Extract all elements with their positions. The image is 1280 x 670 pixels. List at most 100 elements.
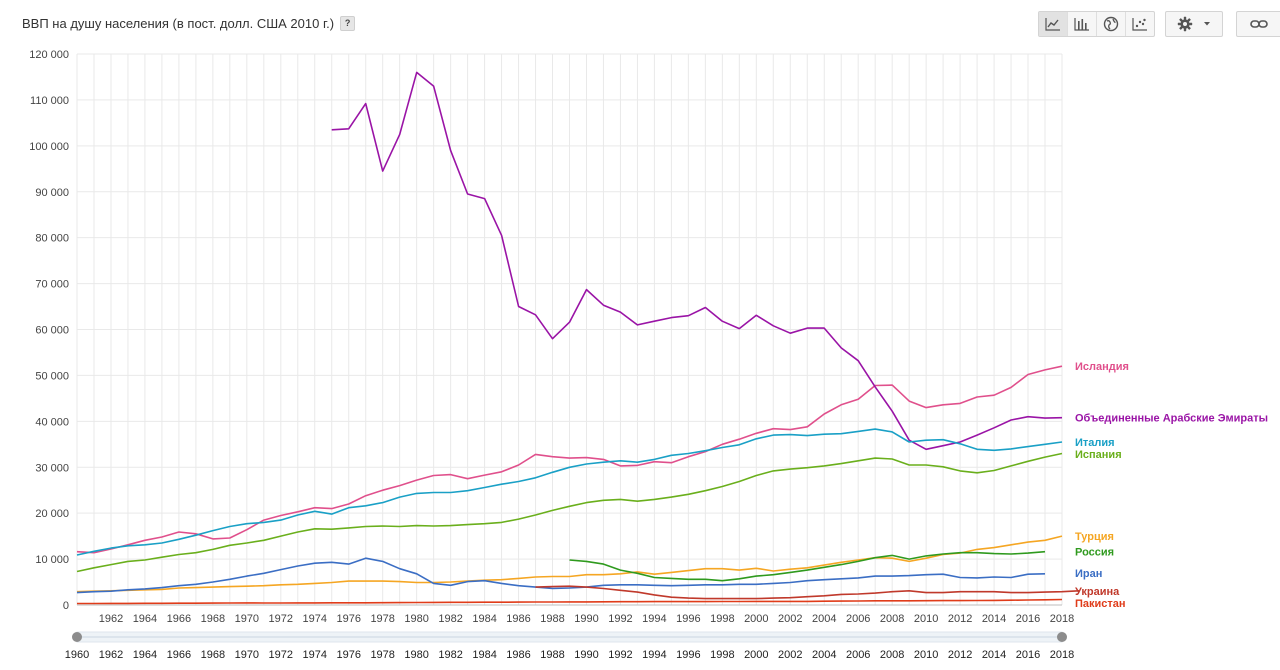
range-tick-label: 1980 [404, 649, 428, 661]
x-tick-label: 2006 [846, 613, 870, 625]
x-tick-label: 1964 [133, 613, 157, 625]
bar-chart-icon [1074, 18, 1089, 31]
range-tick-label: 1978 [370, 649, 394, 661]
y-tick-label: 60 000 [35, 325, 69, 337]
view-switcher [1038, 11, 1155, 37]
series-label[interactable]: Италия [1075, 437, 1115, 449]
title-row: ВВП на душу населения (в пост. долл. США… [22, 16, 356, 31]
series-label[interactable]: Исландия [1075, 361, 1129, 373]
y-tick-label: 90 000 [35, 187, 69, 199]
range-handle-start[interactable] [72, 632, 82, 642]
x-tick-label: 2002 [778, 613, 802, 625]
range-tick-label: 2018 [1050, 649, 1074, 661]
range-tick-label: 1982 [438, 649, 462, 661]
settings-button[interactable] [1165, 11, 1223, 37]
range-tick-label: 2012 [948, 649, 972, 661]
x-tick-label: 1984 [472, 613, 496, 625]
range-handle-end[interactable] [1057, 632, 1067, 642]
line-chart-view-button[interactable] [1039, 12, 1068, 36]
x-tick-label: 1966 [167, 613, 191, 625]
x-tick-label: 1998 [710, 613, 734, 625]
x-tick-label: 2000 [744, 613, 768, 625]
x-tick-label: 1972 [269, 613, 293, 625]
x-tick-label: 1992 [608, 613, 632, 625]
series-label[interactable]: Испания [1075, 449, 1122, 461]
scatter-view-button[interactable] [1126, 12, 1154, 36]
range-tick-label: 2002 [778, 649, 802, 661]
range-tick-label: 1994 [642, 649, 666, 661]
series-line[interactable] [76, 428, 1063, 556]
y-tick-label: 20 000 [35, 508, 69, 520]
range-tick-label: 2008 [880, 649, 904, 661]
x-tick-label: 1996 [676, 613, 700, 625]
x-tick-label: 1988 [540, 613, 564, 625]
x-tick-label: 1974 [303, 613, 327, 625]
series-line[interactable] [76, 557, 1046, 594]
x-tick-label: 1968 [201, 613, 225, 625]
x-tick-label: 2010 [914, 613, 938, 625]
line-chart-icon [1045, 18, 1060, 31]
range-tick-label: 1960 [65, 649, 89, 661]
range-tick-label: 1996 [676, 649, 700, 661]
y-tick-label: 80 000 [35, 233, 69, 245]
y-tick-label: 50 000 [35, 370, 69, 382]
x-tick-label: 1986 [506, 613, 530, 625]
x-tick-label: 1978 [370, 613, 394, 625]
range-tick-label: 1984 [472, 649, 496, 661]
range-tick-label: 2010 [914, 649, 938, 661]
y-tick-label: 100 000 [29, 141, 69, 153]
range-tick-label: 1976 [336, 649, 360, 661]
range-tick-label: 2004 [812, 649, 836, 661]
bar-chart-view-button[interactable] [1068, 12, 1097, 36]
series-line[interactable] [77, 598, 1063, 605]
range-tick-label: 1968 [201, 649, 225, 661]
series-label[interactable]: Украина [1075, 586, 1120, 598]
x-tick-label: 1962 [99, 613, 123, 625]
map-view-button[interactable] [1097, 12, 1126, 36]
share-link-button[interactable] [1236, 11, 1280, 37]
series-label[interactable]: Россия [1075, 547, 1114, 559]
x-tick-label: 1976 [336, 613, 360, 625]
range-tick-label: 1974 [303, 649, 327, 661]
x-tick-label: 1970 [235, 613, 259, 625]
series-line[interactable] [76, 452, 1063, 573]
range-tick-label: 1988 [540, 649, 564, 661]
series-line[interactable] [535, 585, 1080, 600]
range-tick-label: 1970 [235, 649, 259, 661]
range-tick-label: 2014 [982, 649, 1006, 661]
globe-icon [1103, 16, 1119, 32]
range-tick-label: 1990 [574, 649, 598, 661]
y-tick-label: 120 000 [29, 49, 69, 61]
range-tick-label: 1998 [710, 649, 734, 661]
series-line[interactable] [76, 365, 1063, 554]
y-tick-label: 110 000 [30, 95, 69, 107]
series-label[interactable]: Турция [1075, 531, 1114, 543]
series-line[interactable] [76, 535, 1063, 593]
x-tick-label: 1994 [642, 613, 666, 625]
x-tick-label: 2012 [948, 613, 972, 625]
y-tick-label: 70 000 [35, 279, 69, 291]
gear-icon [1177, 16, 1193, 32]
series-line[interactable] [331, 71, 1063, 451]
series-label[interactable]: Иран [1075, 568, 1102, 580]
range-tick-label: 1966 [167, 649, 191, 661]
x-tick-label: 1990 [574, 613, 598, 625]
x-tick-label: 2014 [982, 613, 1006, 625]
help-button[interactable]: ? [340, 16, 356, 31]
series-line[interactable] [569, 550, 1046, 582]
y-tick-label: 40 000 [35, 416, 69, 428]
range-tick-label: 2006 [846, 649, 870, 661]
chevron-down-icon [1204, 22, 1210, 26]
chart-title: ВВП на душу населения (в пост. долл. США… [22, 16, 335, 31]
series-label[interactable]: Пакистан [1075, 598, 1126, 610]
x-tick-label: 2016 [1016, 613, 1040, 625]
range-tick-label: 2000 [744, 649, 768, 661]
range-tick-label: 2016 [1016, 649, 1040, 661]
x-tick-label: 2008 [880, 613, 904, 625]
x-tick-label: 2018 [1050, 613, 1074, 625]
scatter-chart-icon [1132, 18, 1147, 31]
range-tick-label: 1972 [269, 649, 293, 661]
series-label[interactable]: Объединенные Арабские Эмираты [1075, 413, 1268, 425]
